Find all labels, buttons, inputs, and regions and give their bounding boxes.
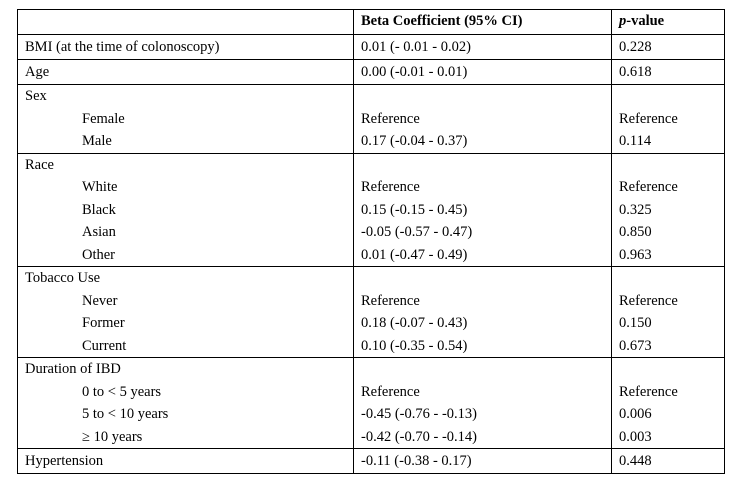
spacer bbox=[361, 359, 611, 381]
p-value: Reference bbox=[619, 179, 678, 195]
header-p-value: p-value bbox=[611, 9, 725, 35]
variable-level-label: White bbox=[82, 179, 118, 195]
p-value-cell: Reference 0.150 0.673 bbox=[611, 266, 725, 358]
table-row: Tobacco Use Never Former Current Reference 0.… bbox=[17, 266, 725, 358]
p-value-cell: Reference 0.006 0.003 bbox=[611, 357, 725, 449]
variable-cell: Tobacco Use Never Former Current bbox=[17, 266, 354, 358]
spacer bbox=[619, 359, 724, 381]
beta-cell: Reference -0.45 (-0.76 - -0.13) -0.42 (-0.… bbox=[353, 357, 612, 449]
p-value-cell: 0.618 bbox=[611, 59, 725, 85]
spacer bbox=[361, 154, 611, 176]
table-row: Hypertension -0.11 (-0.38 - 0.17) 0.448 bbox=[17, 448, 725, 474]
variable-cell: Age bbox=[17, 59, 354, 85]
variable-level-label: Former bbox=[82, 315, 125, 331]
beta-value: Reference bbox=[361, 292, 420, 309]
p-value: 0.448 bbox=[619, 453, 652, 469]
spacer bbox=[619, 85, 724, 107]
variable-group-label: Sex bbox=[25, 88, 47, 104]
beta-cell: 0.00 (-0.01 - 0.01) bbox=[353, 59, 612, 85]
beta-value: -0.05 (-0.57 - 0.47) bbox=[361, 224, 473, 240]
table-row: Sex Female Male Reference 0.17 (-0.04 - 0.37… bbox=[17, 84, 725, 154]
beta-value: Reference bbox=[361, 179, 420, 195]
header-p-rest: -value bbox=[626, 13, 665, 29]
variable-group-label: Tobacco Use bbox=[25, 270, 101, 286]
variable-cell: BMI (at the time of colonoscopy) bbox=[17, 34, 354, 60]
variable-cell: Duration of IBD 0 to < 5 years 5 to < 10 y… bbox=[17, 357, 354, 449]
p-value: 0.006 bbox=[619, 406, 652, 422]
p-value: Reference bbox=[619, 292, 678, 309]
beta-value: 0.01 (-0.47 - 0.49) bbox=[361, 246, 468, 263]
variable-level-label: ≥ 10 years bbox=[82, 428, 143, 445]
beta-value: Reference bbox=[361, 383, 420, 400]
p-value: 0.850 bbox=[619, 224, 652, 240]
p-value: 0.673 bbox=[619, 337, 652, 354]
spacer bbox=[361, 85, 611, 107]
variable-level-label: Current bbox=[82, 337, 127, 354]
spacer bbox=[619, 154, 724, 176]
table-header-row: Beta Coefficient (95% CI) p-value bbox=[17, 9, 725, 35]
beta-value: 0.18 (-0.07 - 0.43) bbox=[361, 315, 468, 331]
beta-value: -0.45 (-0.76 - -0.13) bbox=[361, 406, 477, 422]
beta-value: 0.00 (-0.01 - 0.01) bbox=[361, 64, 468, 80]
spacer bbox=[361, 268, 611, 290]
beta-value: Reference bbox=[361, 110, 420, 127]
variable-level-label: 5 to < 10 years bbox=[82, 406, 169, 422]
header-beta-coefficient: Beta Coefficient (95% CI) bbox=[353, 9, 612, 35]
p-value-cell: 0.448 bbox=[611, 448, 725, 474]
variable-cell: Hypertension bbox=[17, 448, 354, 474]
beta-cell: Reference 0.17 (-0.04 - 0.37) bbox=[353, 84, 612, 154]
p-value: 0.150 bbox=[619, 315, 652, 331]
beta-value: 0.15 (-0.15 - 0.45) bbox=[361, 201, 468, 218]
p-value-cell: 0.228 bbox=[611, 34, 725, 60]
beta-value: 0.10 (-0.35 - 0.54) bbox=[361, 337, 468, 354]
beta-cell: Reference 0.15 (-0.15 - 0.45) -0.05 (-0.57… bbox=[353, 152, 612, 267]
p-value: 0.114 bbox=[619, 133, 652, 149]
p-value: 0.325 bbox=[619, 201, 652, 218]
variable-label: Age bbox=[25, 64, 50, 80]
beta-value: -0.11 (-0.38 - 0.17) bbox=[361, 453, 472, 469]
beta-value: 0.01 (- 0.01 - 0.02) bbox=[361, 39, 471, 55]
beta-value: 0.17 (-0.04 - 0.37) bbox=[361, 133, 468, 149]
spacer bbox=[619, 268, 724, 290]
variable-level-label: Never bbox=[82, 292, 118, 309]
p-value-cell: Reference 0.325 0.850 0.963 bbox=[611, 152, 725, 267]
variable-group-label: Duration of IBD bbox=[25, 361, 121, 377]
header-variable bbox=[17, 9, 354, 35]
table-body: BMI (at the time of colonoscopy) 0.01 (- … bbox=[17, 34, 725, 474]
variable-cell: Race White Black Asian Other bbox=[17, 152, 354, 267]
variable-group-label: Race bbox=[25, 156, 54, 173]
p-value: 0.228 bbox=[619, 39, 652, 55]
variable-cell: Sex Female Male bbox=[17, 84, 354, 154]
variable-level-label: Asian bbox=[82, 224, 116, 240]
p-value: Reference bbox=[619, 110, 678, 127]
regression-results-table: Beta Coefficient (95% CI) p-value BMI (a… bbox=[17, 9, 725, 474]
variable-level-label: Black bbox=[82, 201, 116, 218]
variable-label: BMI (at the time of colonoscopy) bbox=[25, 39, 220, 55]
beta-cell: Reference 0.18 (-0.07 - 0.43) 0.10 (-0.35 … bbox=[353, 266, 612, 358]
p-value: 0.003 bbox=[619, 428, 652, 445]
p-value-cell: Reference 0.114 bbox=[611, 84, 725, 154]
beta-cell: -0.11 (-0.38 - 0.17) bbox=[353, 448, 612, 474]
beta-value: -0.42 (-0.70 - -0.14) bbox=[361, 428, 477, 445]
variable-label: Hypertension bbox=[25, 453, 104, 469]
p-value: Reference bbox=[619, 383, 678, 400]
p-value: 0.963 bbox=[619, 246, 652, 263]
variable-level-label: Female bbox=[82, 110, 125, 127]
table-row: Race White Black Asian Other Reference 0.15 (-… bbox=[17, 152, 725, 267]
variable-level-label: Other bbox=[82, 246, 116, 263]
p-value: 0.618 bbox=[619, 64, 652, 80]
header-p-italic: p bbox=[619, 13, 627, 29]
variable-level-label: 0 to < 5 years bbox=[82, 383, 162, 400]
variable-level-label: Male bbox=[82, 133, 112, 149]
beta-cell: 0.01 (- 0.01 - 0.02) bbox=[353, 34, 612, 60]
table-row: Age 0.00 (-0.01 - 0.01) 0.618 bbox=[17, 59, 725, 85]
table-row: BMI (at the time of colonoscopy) 0.01 (- … bbox=[17, 34, 725, 60]
table-row: Duration of IBD 0 to < 5 years 5 to < 10 y… bbox=[17, 357, 725, 449]
